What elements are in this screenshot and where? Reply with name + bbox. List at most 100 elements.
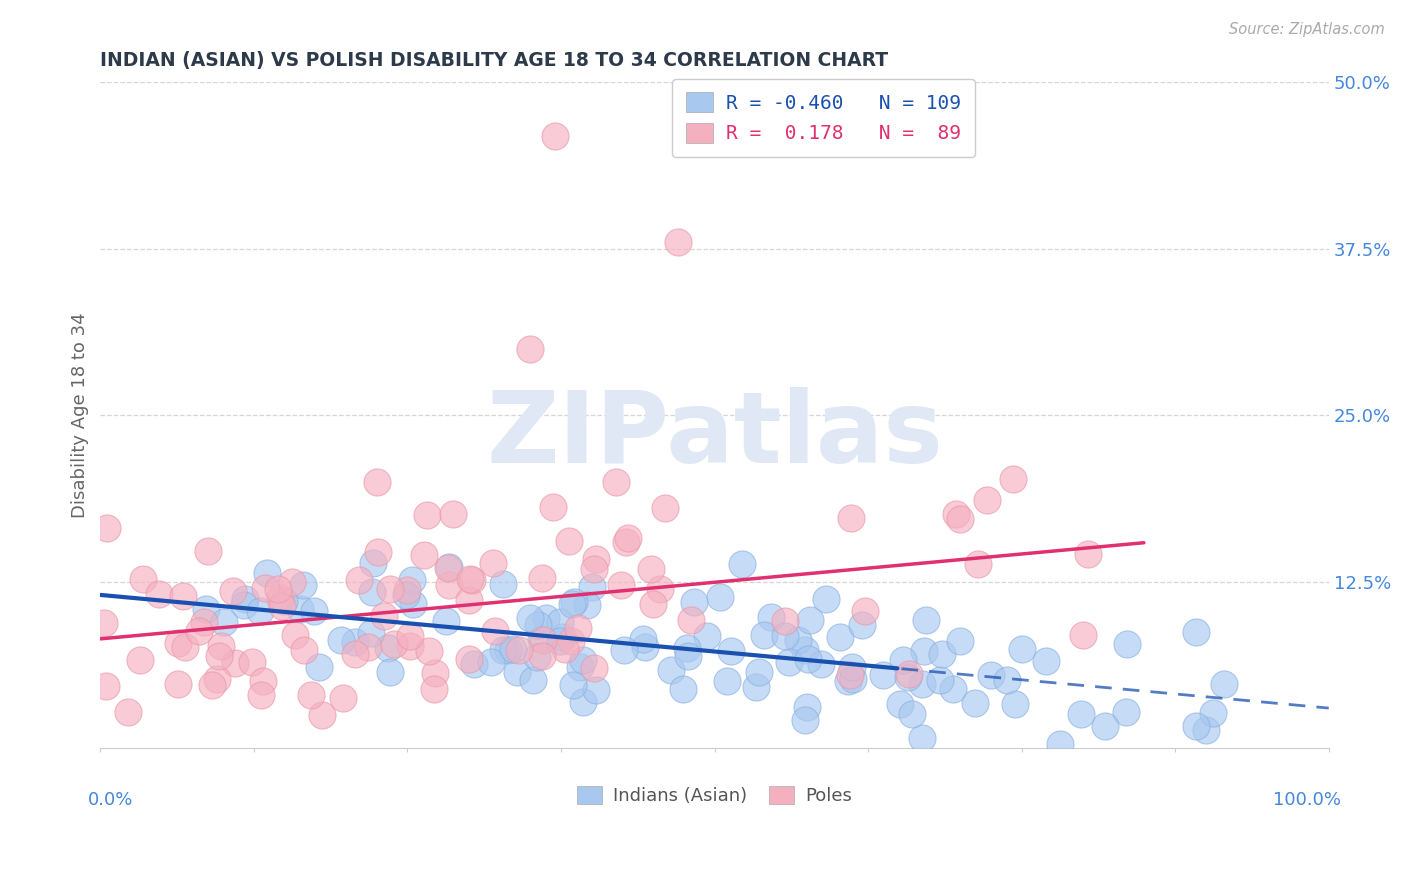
- Point: [256, 566, 278, 580]
- Point: [672, 681, 695, 696]
- Point: [399, 639, 422, 653]
- Point: [561, 597, 583, 611]
- Point: [398, 629, 420, 643]
- Point: [945, 507, 967, 521]
- Point: [357, 640, 380, 654]
- Point: [897, 667, 920, 681]
- Point: [965, 696, 987, 710]
- Point: [752, 628, 775, 642]
- Point: [911, 677, 934, 691]
- Point: [233, 591, 256, 606]
- Point: [233, 598, 256, 612]
- Point: [252, 673, 274, 688]
- Point: [631, 632, 654, 646]
- Point: [797, 652, 820, 666]
- Point: [273, 593, 295, 607]
- Point: [367, 544, 389, 558]
- Point: [284, 628, 307, 642]
- Point: [530, 632, 553, 646]
- Point: [976, 492, 998, 507]
- Point: [172, 589, 194, 603]
- Point: [683, 595, 706, 609]
- Point: [678, 648, 700, 663]
- Point: [1115, 637, 1137, 651]
- Legend: Indians (Asian), Poles: Indians (Asian), Poles: [569, 779, 859, 813]
- Point: [661, 663, 683, 677]
- Point: [496, 643, 519, 657]
- Point: [395, 588, 418, 602]
- Point: [1212, 676, 1234, 690]
- Point: [572, 695, 595, 709]
- Point: [554, 642, 576, 657]
- Point: [330, 633, 353, 648]
- Point: [995, 673, 1018, 687]
- Point: [526, 650, 548, 665]
- Point: [1077, 547, 1099, 561]
- Point: [332, 690, 354, 705]
- Point: [851, 618, 873, 632]
- Point: [562, 595, 585, 609]
- Point: [240, 656, 263, 670]
- Point: [928, 673, 950, 687]
- Point: [129, 653, 152, 667]
- Point: [502, 642, 524, 657]
- Point: [560, 634, 582, 648]
- Point: [347, 573, 370, 587]
- Point: [267, 582, 290, 596]
- Point: [415, 508, 437, 523]
- Point: [519, 610, 541, 624]
- Point: [838, 667, 860, 681]
- Point: [366, 475, 388, 489]
- Point: [269, 591, 291, 605]
- Point: [640, 562, 662, 576]
- Point: [794, 713, 817, 727]
- Point: [980, 667, 1002, 681]
- Point: [458, 572, 481, 586]
- Point: [1071, 628, 1094, 642]
- Point: [967, 558, 990, 572]
- Point: [222, 584, 245, 599]
- Point: [536, 611, 558, 625]
- Point: [197, 544, 219, 558]
- Point: [1195, 723, 1218, 737]
- Point: [548, 634, 571, 648]
- Point: [531, 649, 554, 664]
- Point: [458, 651, 481, 665]
- Point: [613, 643, 636, 657]
- Point: [709, 590, 731, 604]
- Point: [641, 598, 664, 612]
- Point: [249, 604, 271, 618]
- Point: [585, 551, 607, 566]
- Point: [402, 597, 425, 611]
- Point: [1004, 697, 1026, 711]
- Point: [1185, 624, 1208, 639]
- Text: 0.0%: 0.0%: [89, 791, 134, 809]
- Point: [773, 629, 796, 643]
- Point: [828, 631, 851, 645]
- Point: [605, 475, 627, 489]
- Point: [361, 585, 384, 599]
- Point: [519, 342, 541, 356]
- Point: [548, 615, 571, 629]
- Y-axis label: Disability Age 18 to 34: Disability Age 18 to 34: [72, 312, 89, 518]
- Point: [439, 578, 461, 592]
- Point: [212, 615, 235, 629]
- Point: [716, 673, 738, 688]
- Point: [1002, 473, 1025, 487]
- Point: [96, 521, 118, 535]
- Point: [720, 644, 742, 658]
- Point: [889, 697, 911, 711]
- Point: [1185, 719, 1208, 733]
- Point: [439, 559, 461, 574]
- Point: [1115, 705, 1137, 719]
- Point: [508, 643, 530, 657]
- Point: [441, 507, 464, 521]
- Point: [250, 688, 273, 702]
- Point: [299, 688, 322, 702]
- Point: [897, 670, 920, 684]
- Point: [292, 643, 315, 657]
- Point: [931, 648, 953, 662]
- Point: [581, 580, 603, 594]
- Point: [253, 582, 276, 596]
- Point: [461, 573, 484, 587]
